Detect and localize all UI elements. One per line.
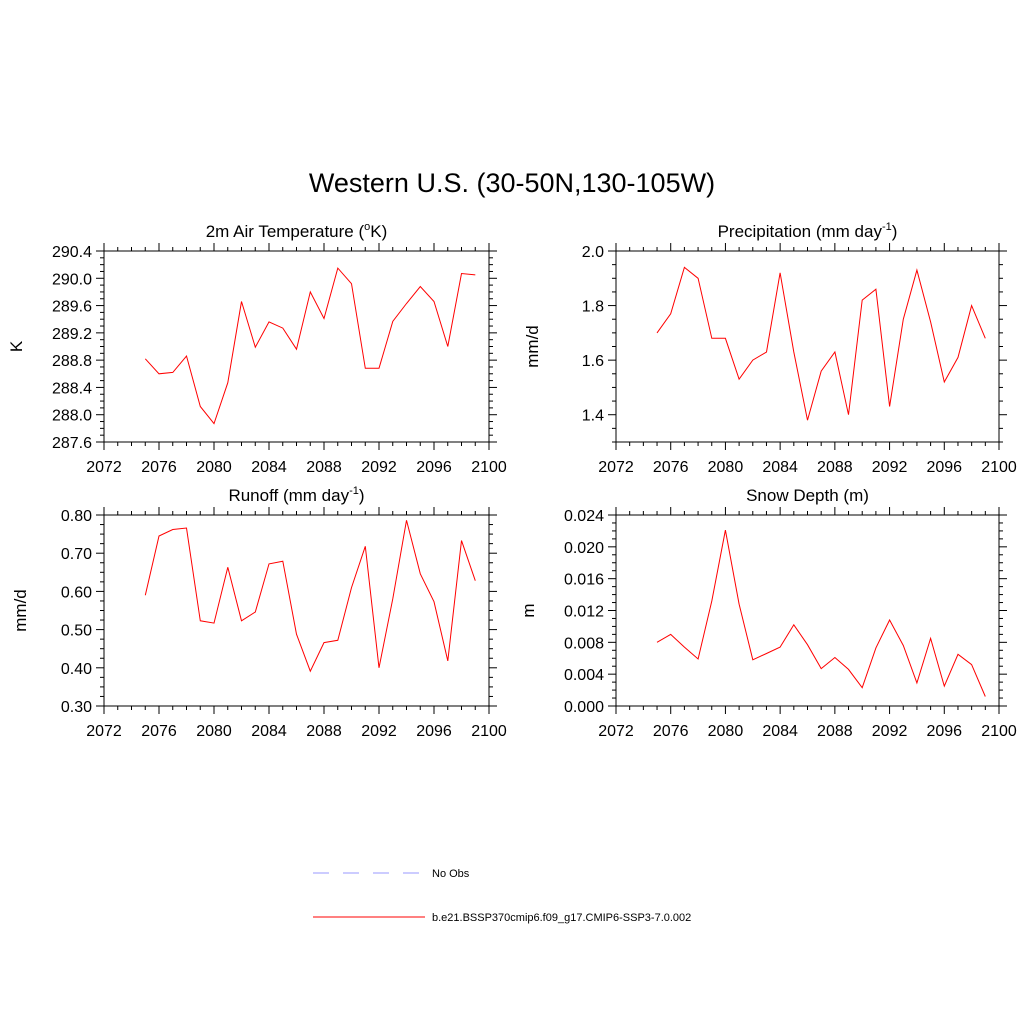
y-tick-label: 288.4 bbox=[52, 380, 92, 397]
x-tick-label: 2096 bbox=[926, 459, 962, 476]
y-tick-label: 0.30 bbox=[61, 699, 92, 716]
x-tick-label: 2072 bbox=[598, 459, 634, 476]
legend-label-1: b.e21.BSSP370cmip6.f09_g17.CMIP6-SSP3-7.… bbox=[432, 912, 691, 924]
x-tick-label: 2072 bbox=[86, 459, 122, 476]
x-tick-label: 2076 bbox=[141, 723, 177, 740]
x-tick-label: 2092 bbox=[872, 459, 908, 476]
panel-title: 2m Air Temperature (oK) bbox=[206, 221, 388, 241]
x-tick-label: 2096 bbox=[926, 723, 962, 740]
plot-frame-0 bbox=[103, 250, 490, 443]
series-line bbox=[656, 266, 986, 421]
panel-title: Runoff (mm day-1) bbox=[228, 485, 364, 505]
x-tick-label: 2100 bbox=[981, 723, 1017, 740]
x-tick-label: 2080 bbox=[708, 723, 744, 740]
x-tick-label: 2080 bbox=[196, 723, 232, 740]
x-tick-label: 2100 bbox=[981, 459, 1017, 476]
y-tick-label: 0.004 bbox=[564, 667, 604, 684]
y-axis-label: m bbox=[519, 603, 538, 617]
x-tick-label: 2072 bbox=[598, 723, 634, 740]
x-tick-label: 2088 bbox=[817, 723, 853, 740]
x-tick-label: 2100 bbox=[471, 723, 507, 740]
x-tick-label: 2076 bbox=[653, 723, 689, 740]
y-tick-label: 290.4 bbox=[52, 244, 92, 261]
x-tick-label: 2088 bbox=[306, 723, 342, 740]
x-tick-label: 2092 bbox=[872, 723, 908, 740]
x-tick-label: 2072 bbox=[86, 723, 122, 740]
x-tick-label: 2084 bbox=[251, 459, 287, 476]
y-tick-label: 0.60 bbox=[61, 584, 92, 601]
x-tick-label: 2084 bbox=[762, 459, 798, 476]
y-tick-label: 0.024 bbox=[564, 508, 604, 525]
x-tick-label: 2076 bbox=[141, 459, 177, 476]
y-tick-label: 0.008 bbox=[564, 635, 604, 652]
x-tick-label: 2084 bbox=[251, 723, 287, 740]
x-tick-label: 2076 bbox=[653, 459, 689, 476]
x-tick-label: 2096 bbox=[416, 723, 452, 740]
x-tick-label: 2088 bbox=[817, 459, 853, 476]
y-tick-label: 0.000 bbox=[564, 699, 604, 716]
plot-frame-1 bbox=[615, 250, 1000, 443]
y-axis-label: mm/d bbox=[11, 589, 30, 632]
legend-label-0: No Obs bbox=[432, 868, 470, 880]
x-tick-label: 2092 bbox=[361, 459, 397, 476]
plot-frame-2 bbox=[103, 514, 490, 707]
y-tick-label: 1.8 bbox=[582, 299, 604, 316]
x-tick-label: 2080 bbox=[708, 459, 744, 476]
x-tick-label: 2088 bbox=[306, 459, 342, 476]
y-tick-label: 1.6 bbox=[582, 353, 604, 370]
y-axis-label: mm/d bbox=[523, 325, 542, 368]
y-tick-label: 290.0 bbox=[52, 271, 92, 288]
y-tick-label: 0.40 bbox=[61, 661, 92, 678]
y-tick-label: 0.50 bbox=[61, 623, 92, 640]
y-tick-label: 0.80 bbox=[61, 508, 92, 525]
y-tick-label: 0.016 bbox=[564, 572, 604, 589]
panel-title: Snow Depth (m) bbox=[746, 486, 869, 505]
series-line bbox=[144, 267, 476, 425]
panel-title: Precipitation (mm day-1) bbox=[718, 221, 898, 241]
y-tick-label: 0.020 bbox=[564, 540, 604, 557]
y-tick-label: 289.2 bbox=[52, 326, 92, 343]
y-tick-label: 0.012 bbox=[564, 604, 604, 621]
y-tick-label: 0.70 bbox=[61, 546, 92, 563]
series-line bbox=[656, 530, 986, 697]
x-tick-label: 2084 bbox=[762, 723, 798, 740]
figure-title: Western U.S. (30-50N,130-105W) bbox=[308, 168, 716, 198]
y-tick-label: 287.6 bbox=[52, 435, 92, 452]
x-tick-label: 2100 bbox=[471, 459, 507, 476]
y-tick-label: 288.8 bbox=[52, 353, 92, 370]
y-tick-label: 2.0 bbox=[582, 244, 604, 261]
y-tick-label: 288.0 bbox=[52, 408, 92, 425]
y-axis-label: K bbox=[7, 340, 26, 352]
y-tick-label: 1.4 bbox=[582, 408, 604, 425]
x-tick-label: 2080 bbox=[196, 459, 232, 476]
series-line bbox=[144, 520, 476, 673]
y-tick-label: 289.6 bbox=[52, 299, 92, 316]
x-tick-label: 2092 bbox=[361, 723, 397, 740]
x-tick-label: 2096 bbox=[416, 459, 452, 476]
